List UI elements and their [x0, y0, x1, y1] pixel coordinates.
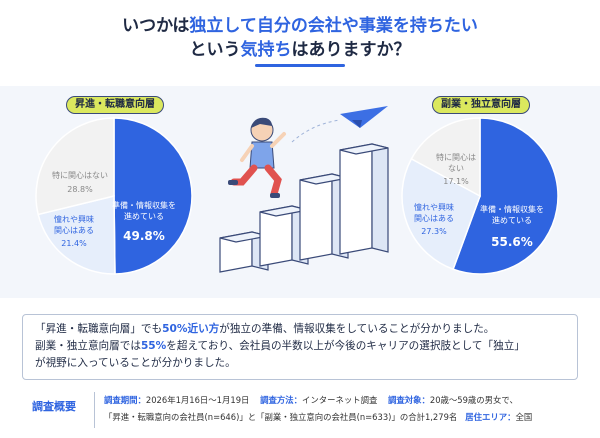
- right-slice1-label: 憧れや興味: [414, 202, 454, 212]
- title-underline: [255, 64, 345, 67]
- left-slice0-value: 49.8%: [123, 229, 165, 243]
- right-slice2-label: ない: [448, 164, 464, 173]
- right-slice0-label: 進めている: [492, 216, 532, 225]
- left-pie-slice-1: [37, 195, 116, 275]
- summary-text: が独立の準備、情報収集をしていることが分かりました。: [219, 323, 495, 335]
- left-slice1-label: 関心はある: [54, 226, 94, 235]
- climbing-illustration: [219, 106, 389, 273]
- area-key: 居住エリア：: [465, 412, 516, 422]
- summary-highlight: 55%: [140, 340, 167, 352]
- sample-value: 「昇進・転職意向の会社員(n=646)」と「副業・独立意向の会社員(n=633)…: [104, 412, 458, 422]
- right-pie-title: 副業・独立意向層: [432, 96, 530, 114]
- area-value: 全国: [515, 412, 533, 422]
- target-key: 調査対象：: [387, 395, 430, 405]
- right-slice2-value: 17.1%: [443, 177, 469, 186]
- summary-text: を超えており、会社員の半数以上が今後のキャリアの選択肢として「独立」: [166, 340, 525, 352]
- paper-plane-icon: [291, 106, 388, 143]
- summary-line: 副業・独立意向層では55%を超えており、会社員の半数以上が今後のキャリアの選択肢…: [35, 338, 565, 355]
- method-value: インターネット調査: [301, 395, 378, 405]
- block-stairs: [219, 143, 389, 273]
- right-slice0-label: 準備・情報収集を: [480, 204, 544, 214]
- right-pie-slice-0: [452, 117, 559, 275]
- left-slice2-label: 特に関心はない: [52, 170, 108, 180]
- title-highlight: 独立して自分の会社や事業を持ちたい: [189, 16, 478, 36]
- title-text: という: [189, 40, 241, 60]
- left-slice0-label: 準備・情報収集を: [112, 200, 176, 210]
- right-slice1-value: 27.3%: [421, 227, 447, 236]
- summary-line: 「昇進・転職意向層」でも50%近い方が独立の準備、情報収集をしていることが分かり…: [35, 321, 565, 338]
- period-key: 調査期間：: [104, 395, 146, 405]
- title-text: はありますか？: [291, 40, 411, 60]
- left-pie-slice-0: [113, 117, 193, 275]
- right-pie-slice-1: [401, 157, 481, 271]
- right-slice2-label: 特に関心は: [436, 152, 476, 162]
- survey-overview-label: 調査概要: [32, 400, 76, 413]
- footer-line-2: 「昇進・転職意向の会社員(n=646)」と「副業・独立意向の会社員(n=633)…: [104, 411, 532, 423]
- right-pie-chart: 準備・情報収集を 進めている 55.6% 憧れや興味 関心はある 27.3% 特…: [401, 117, 559, 275]
- summary-box: 「昇進・転職意向層」でも50%近い方が独立の準備、情報収集をしていることが分かり…: [22, 314, 578, 380]
- method-key: 調査方法：: [260, 395, 302, 405]
- summary-text: が視野に入っていることが分かりました。: [35, 357, 236, 369]
- footer-divider: [94, 392, 95, 428]
- left-slice1-label: 憧れや興味: [54, 214, 94, 224]
- title-text: いつかは: [122, 16, 190, 36]
- left-pie-chart: 準備・情報収集を 進めている 49.8% 憧れや興味 関心はある 21.4% 特…: [35, 117, 193, 275]
- left-slice1-value: 21.4%: [61, 239, 87, 248]
- summary-text: 「昇進・転職意向層」でも: [35, 323, 163, 335]
- left-slice2-value: 28.8%: [67, 185, 93, 194]
- left-pie-slice-2: [35, 117, 115, 216]
- person-figure: [228, 117, 286, 198]
- summary-highlight: 50%近い方: [162, 323, 220, 335]
- title-highlight: 気持ち: [240, 40, 292, 60]
- summary-line: が視野に入っていることが分かりました。: [35, 355, 565, 372]
- left-pie-title: 昇進・転職意向層: [66, 96, 164, 114]
- page-title: いつかは独立して自分の会社や事業を持ちたい という気持ちはありますか？: [0, 14, 600, 62]
- left-slice0-label: 進めている: [124, 212, 164, 221]
- footer-line-1: 調査期間：2026年1月16日〜1月19日 調査方法：インターネット調査 調査対…: [104, 394, 518, 406]
- target-value: 20歳〜59歳の男女で、: [429, 395, 518, 405]
- period-value: 2026年1月16日〜1月19日: [145, 395, 250, 405]
- summary-text: 副業・独立意向層では: [35, 340, 141, 352]
- right-slice1-label: 関心はある: [414, 214, 454, 223]
- right-slice0-value: 55.6%: [491, 235, 533, 249]
- right-pie-slice-2: [410, 117, 481, 198]
